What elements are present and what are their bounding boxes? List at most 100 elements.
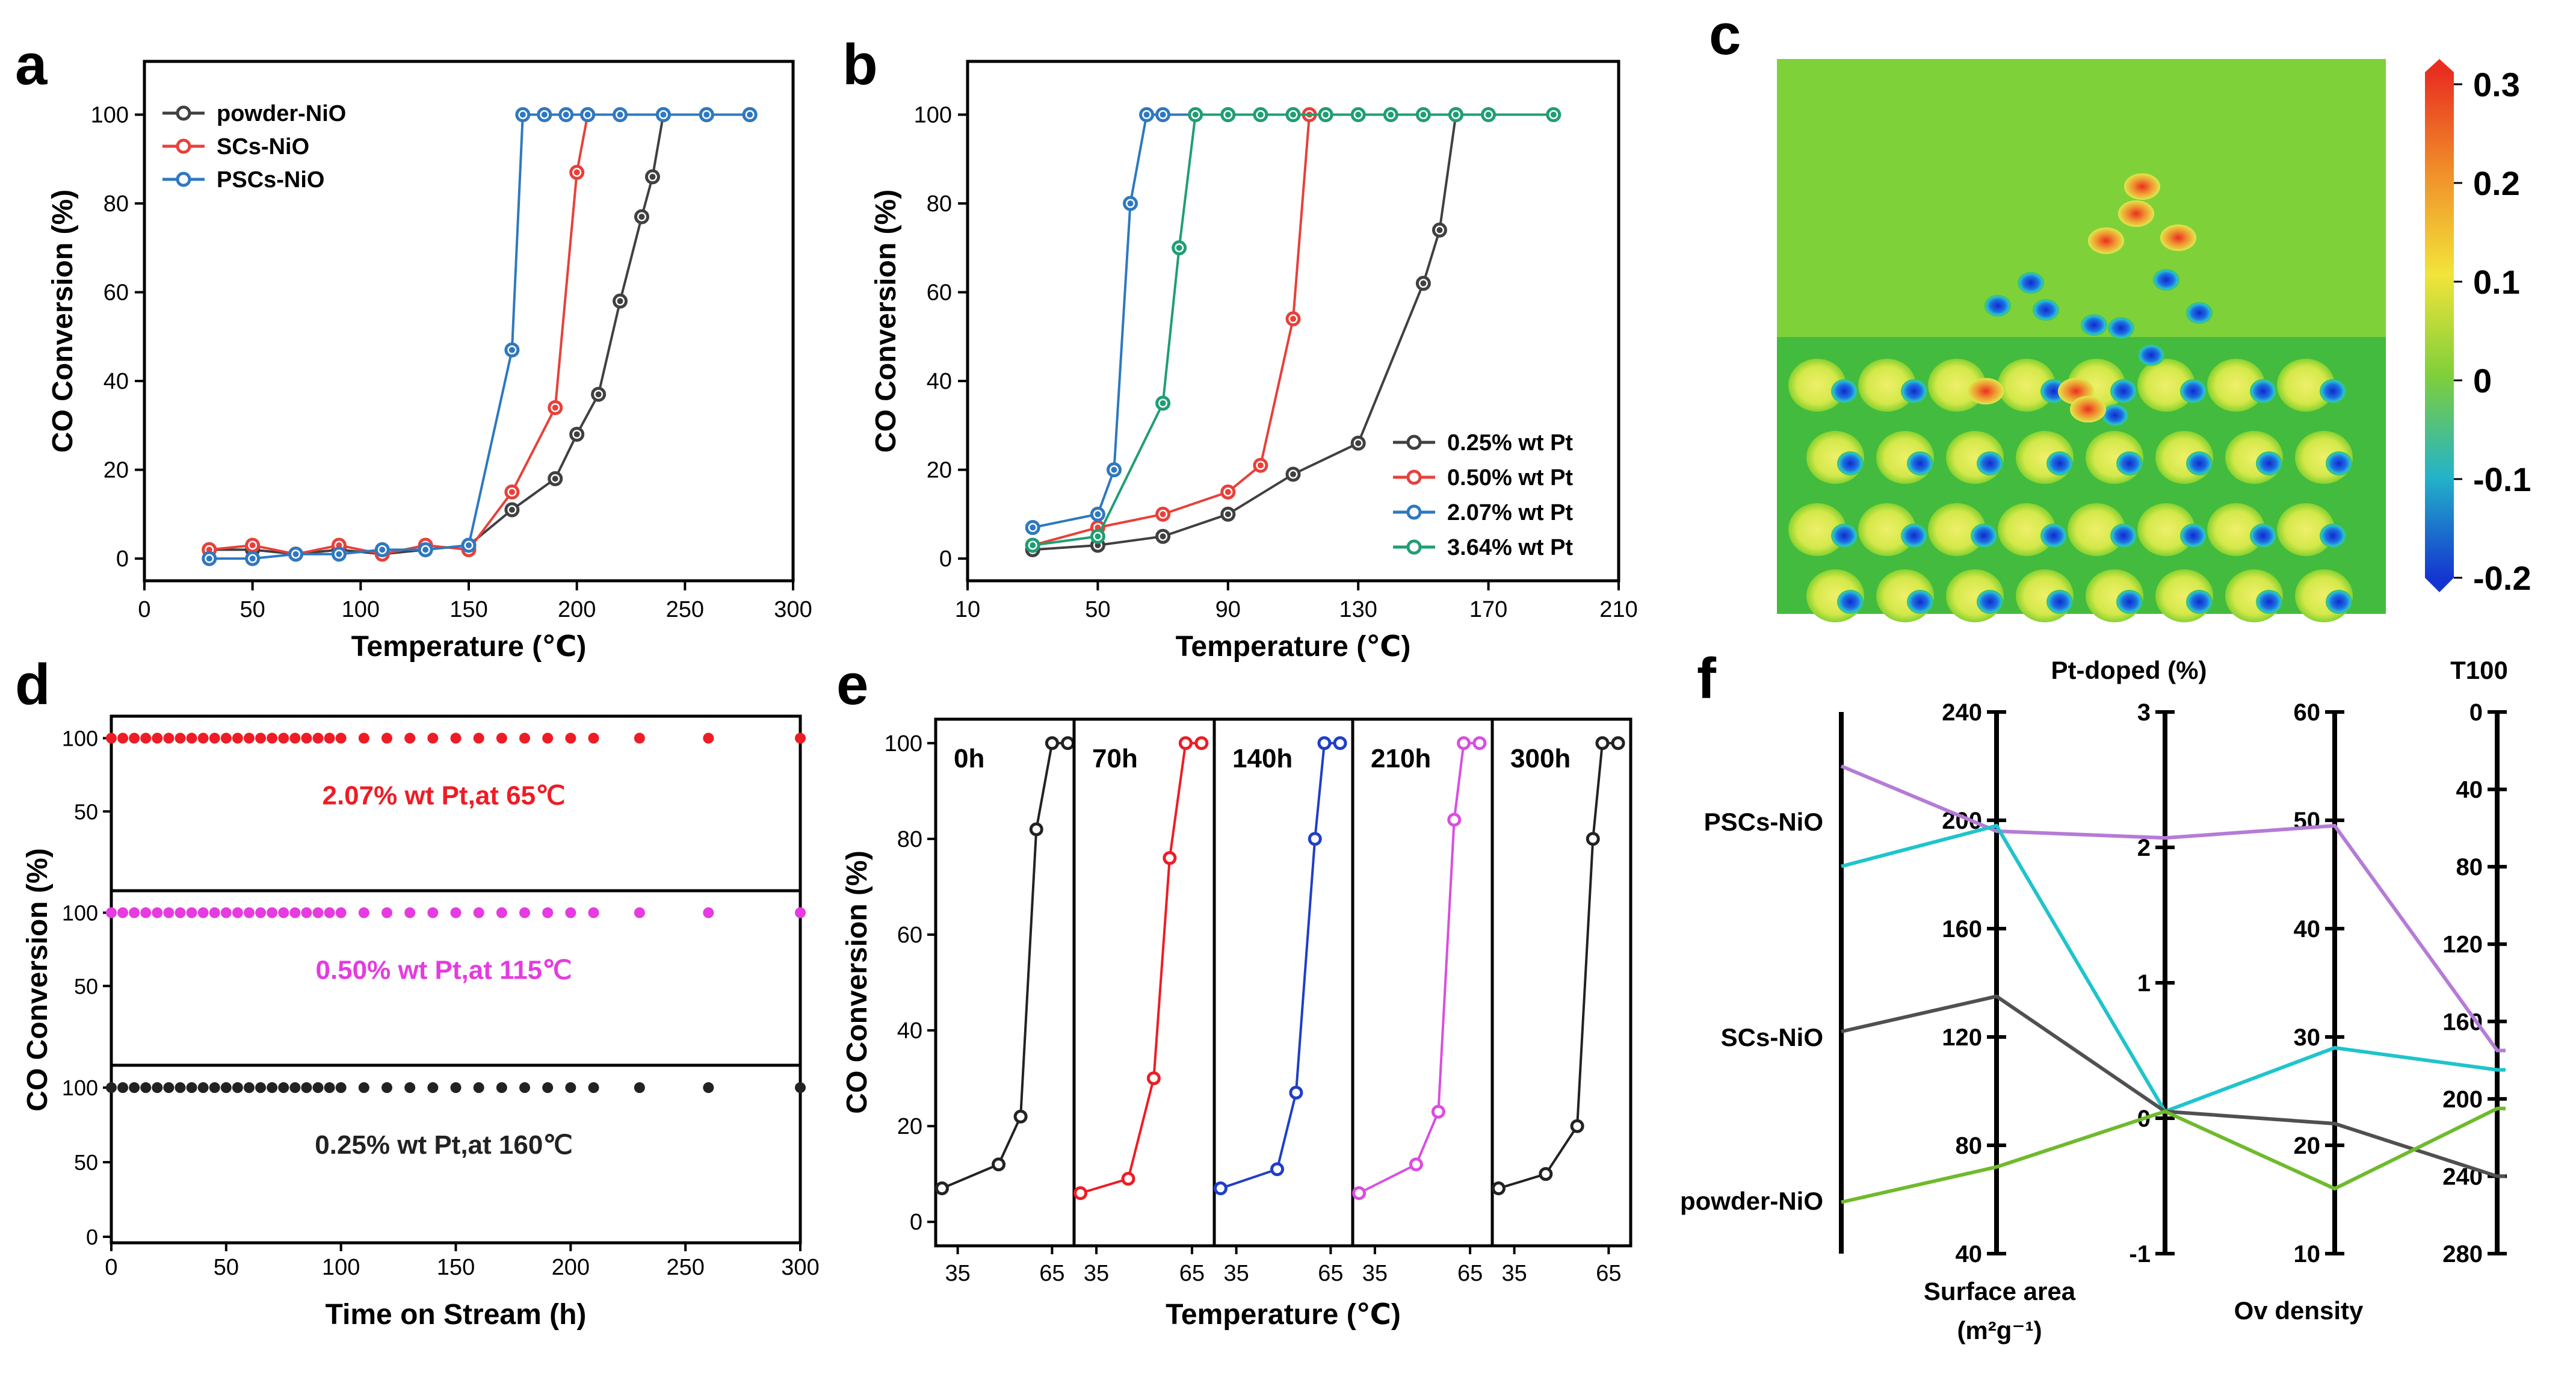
data-point <box>795 732 806 744</box>
data-point <box>278 907 289 918</box>
data-point-core <box>1095 524 1101 531</box>
data-point-core <box>1127 200 1134 207</box>
data-point <box>358 1082 369 1094</box>
data-point <box>1570 1119 1584 1133</box>
data-point-core <box>617 111 623 118</box>
cluster-negative <box>2033 299 2059 321</box>
data-point <box>1586 832 1600 846</box>
data-point-core <box>508 347 515 353</box>
axis-tick-label: 60 <box>2294 699 2321 726</box>
lattice-pit <box>2180 379 2207 403</box>
data-point <box>1163 851 1177 865</box>
colorbar-ticks: 0.3 0.2 0.1 0 -0.1 -0.2 <box>2454 66 2531 597</box>
lattice-pit <box>2326 590 2352 614</box>
data-point <box>1178 736 1193 750</box>
data-point <box>289 1082 301 1094</box>
cluster-negative <box>1985 295 2011 317</box>
data-point-core <box>1355 440 1362 447</box>
axis-tick-label: 120 <box>1942 1024 1982 1051</box>
series-annotation: 0.25% wt Pt,at 160℃ <box>315 1130 572 1160</box>
y-tick-label: 40 <box>927 369 952 394</box>
x-tick-label: 50 <box>240 597 265 622</box>
data-point <box>634 1082 645 1094</box>
data-point <box>404 907 416 918</box>
data-point <box>301 907 312 918</box>
data-point <box>381 907 392 918</box>
data-point <box>186 732 197 744</box>
lattice-pit <box>1837 590 1864 614</box>
cluster-negative <box>2138 344 2164 366</box>
data-point-core <box>1257 462 1264 469</box>
data-point <box>1611 736 1625 750</box>
data-point <box>209 907 220 918</box>
data-point <box>795 907 806 918</box>
lattice-atom <box>1858 503 1916 556</box>
data-point <box>1352 1186 1367 1200</box>
data-point <box>186 907 197 918</box>
data-point-core <box>1111 466 1117 473</box>
x-axis-label: Temperature (℃) <box>351 631 587 663</box>
lattice-atom <box>2207 503 2265 556</box>
data-point <box>450 732 462 744</box>
y-tick-label: 80 <box>897 827 922 852</box>
axis-tick-label: 120 <box>2442 932 2483 958</box>
data-point <box>278 732 289 744</box>
data-point <box>324 1082 335 1094</box>
data-point <box>209 1082 220 1094</box>
y-tick-label: 100 <box>914 103 952 128</box>
data-point-core <box>1290 111 1296 118</box>
data-point <box>220 907 232 918</box>
data-point-core <box>552 475 558 482</box>
data-point-core <box>206 546 212 553</box>
data-point-core <box>1030 524 1036 531</box>
lattice-atom <box>1788 503 1846 556</box>
data-point <box>232 732 243 744</box>
x-axis-label: Time on Stream (h) <box>326 1299 587 1331</box>
data-point <box>106 732 117 744</box>
data-point <box>1472 736 1487 750</box>
x-tick-label: 170 <box>1469 597 1507 622</box>
legend-label: 2.07% wt Pt <box>1447 500 1573 525</box>
cluster-negative <box>2081 314 2107 336</box>
axis-title: T100 <box>2450 656 2508 684</box>
lattice-pit <box>2180 524 2207 548</box>
colorbar-tick-label: 0.3 <box>2473 66 2520 104</box>
data-point <box>1457 736 1471 750</box>
data-point <box>1061 736 1075 750</box>
data-point-core <box>249 555 256 562</box>
data-point-core <box>1420 280 1427 286</box>
data-point <box>312 907 324 918</box>
data-point <box>404 1082 416 1094</box>
data-point <box>473 732 484 744</box>
y-axis-label: CO Conversion (%) <box>870 190 902 453</box>
axis-tick-label: 30 <box>2294 1024 2321 1051</box>
x-tick-label: 0 <box>105 1255 117 1280</box>
panel-e-chart: 0 20 40 60 80 100 35 65 0h 35 65 70h 35 65 140h 35 65 210… <box>841 717 1632 1331</box>
lattice-atom <box>2068 503 2125 556</box>
axis-tick-label: 80 <box>1956 1133 1983 1159</box>
axis-unit: (m²g⁻¹) <box>1957 1316 2042 1345</box>
legend-label: PSCs-NiO <box>217 167 324 193</box>
data-point <box>1595 736 1610 750</box>
data-point-core <box>1290 471 1296 477</box>
y-axis-label: CO Conversion (%) <box>841 850 873 1113</box>
data-point <box>267 907 278 918</box>
axis-title: Ov density <box>2234 1296 2364 1325</box>
data-point <box>140 732 152 744</box>
data-point <box>542 1082 554 1094</box>
data-point <box>244 907 255 918</box>
axis-tick-label: 240 <box>2442 1163 2483 1190</box>
axis-tick-label: 3 <box>2137 699 2151 726</box>
x-tick-label: 10 <box>955 597 980 622</box>
legend-marker <box>1406 469 1422 485</box>
data-point-core <box>573 169 580 176</box>
data-point <box>301 1082 312 1094</box>
series-line <box>1498 741 1619 1190</box>
data-point <box>450 907 462 918</box>
y-tick-label: 20 <box>103 458 129 483</box>
data-point-core <box>1160 533 1166 540</box>
data-point-core <box>1323 111 1329 118</box>
cluster-positive <box>2160 224 2196 251</box>
category-label: powder-NiO <box>1680 1187 1823 1215</box>
